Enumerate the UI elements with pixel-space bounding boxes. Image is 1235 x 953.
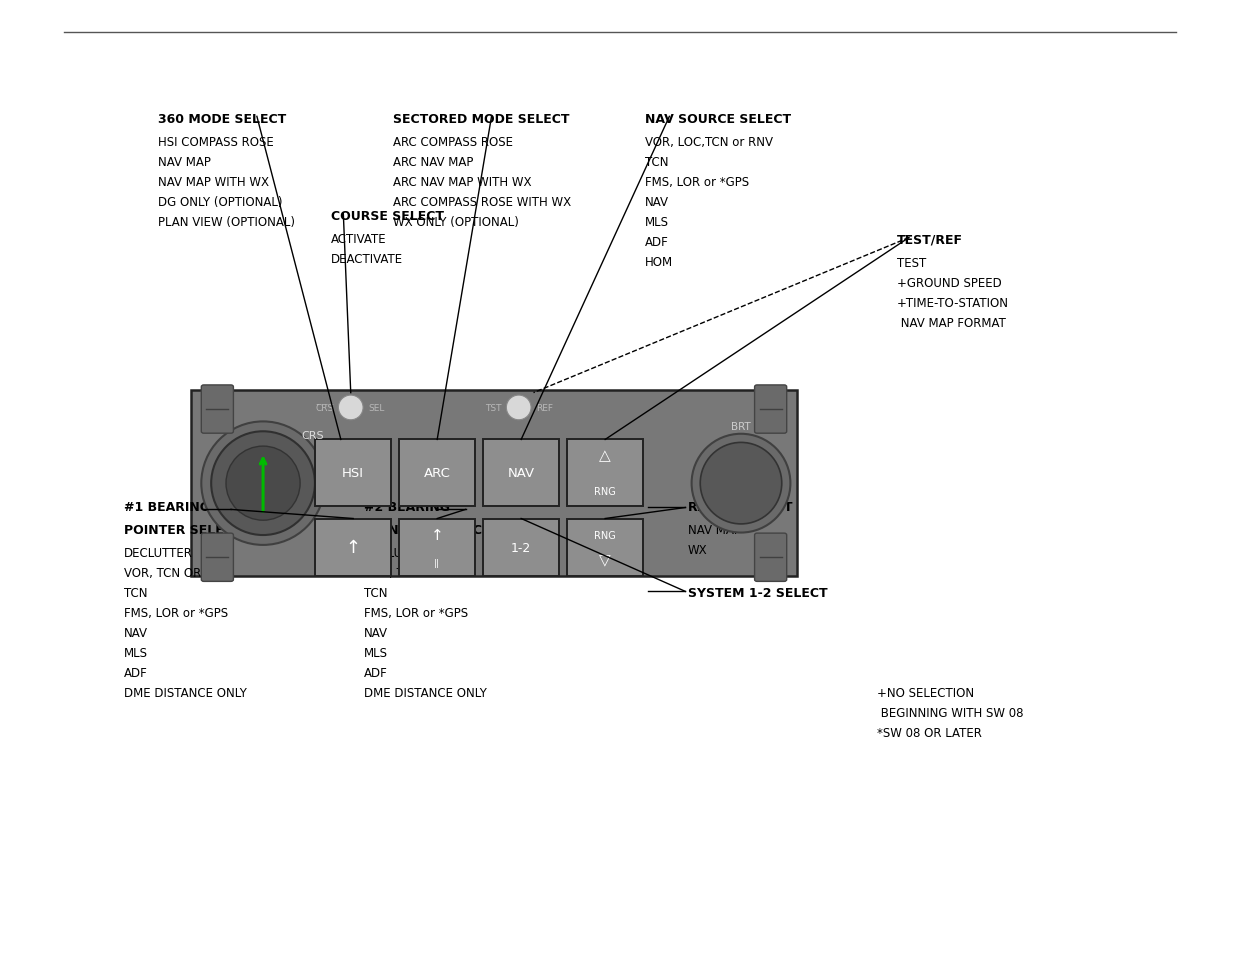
Text: VOR, TCN OR RNV: VOR, TCN OR RNV	[364, 566, 471, 579]
Text: ADF: ADF	[124, 666, 147, 679]
Text: DECLUTTER: DECLUTTER	[364, 546, 433, 559]
Ellipse shape	[201, 422, 325, 545]
Text: NAV SOURCE SELECT: NAV SOURCE SELECT	[645, 112, 790, 126]
Text: NAV: NAV	[508, 467, 535, 480]
Text: FMS, LOR or *GPS: FMS, LOR or *GPS	[364, 606, 468, 619]
FancyBboxPatch shape	[191, 391, 797, 577]
Text: RNG: RNG	[594, 531, 616, 540]
FancyBboxPatch shape	[201, 534, 233, 581]
Text: ADF: ADF	[645, 235, 668, 249]
Text: TST: TST	[485, 403, 501, 413]
FancyBboxPatch shape	[483, 519, 559, 577]
Text: TEST: TEST	[897, 256, 926, 270]
Text: COURSE SELECT: COURSE SELECT	[331, 210, 443, 223]
Ellipse shape	[211, 432, 315, 536]
Text: CRS: CRS	[301, 431, 324, 440]
Text: NAV MAP: NAV MAP	[158, 155, 211, 169]
Text: NAV MAP WITH WX: NAV MAP WITH WX	[158, 175, 269, 189]
Text: +TIME-TO-STATION: +TIME-TO-STATION	[897, 296, 1009, 310]
Text: ||: ||	[435, 558, 440, 567]
Text: DME DISTANCE ONLY: DME DISTANCE ONLY	[124, 686, 246, 700]
Ellipse shape	[338, 395, 363, 420]
Text: MLS: MLS	[124, 646, 147, 659]
Text: ▽: ▽	[599, 553, 611, 568]
Ellipse shape	[226, 447, 300, 520]
FancyBboxPatch shape	[755, 386, 787, 434]
Text: BEGINNING WITH SW 08: BEGINNING WITH SW 08	[877, 706, 1024, 720]
Text: +GROUND SPEED: +GROUND SPEED	[897, 276, 1002, 290]
Text: #2 BEARING: #2 BEARING	[364, 500, 451, 514]
Ellipse shape	[692, 435, 790, 533]
Text: TCN: TCN	[645, 155, 668, 169]
Text: TCN: TCN	[364, 586, 388, 599]
Text: *SW 08 OR LATER: *SW 08 OR LATER	[877, 726, 982, 740]
FancyBboxPatch shape	[399, 440, 475, 507]
Text: FMS, LOR or *GPS: FMS, LOR or *GPS	[645, 175, 748, 189]
Ellipse shape	[506, 395, 531, 420]
Text: #1 BEARING: #1 BEARING	[124, 500, 210, 514]
Text: ↑: ↑	[346, 538, 361, 557]
Text: △: △	[599, 447, 611, 462]
Text: BRT: BRT	[731, 422, 751, 432]
Text: TCN: TCN	[124, 586, 147, 599]
Text: NAV MAP FORMAT: NAV MAP FORMAT	[897, 316, 1005, 330]
Text: HSI COMPASS ROSE: HSI COMPASS ROSE	[158, 135, 274, 149]
FancyBboxPatch shape	[483, 440, 559, 507]
Text: HOM: HOM	[645, 255, 673, 269]
Text: +NO SELECTION: +NO SELECTION	[877, 686, 974, 700]
Text: WX ONLY (OPTIONAL): WX ONLY (OPTIONAL)	[393, 215, 519, 229]
FancyBboxPatch shape	[201, 386, 233, 434]
Text: FMS, LOR or *GPS: FMS, LOR or *GPS	[124, 606, 227, 619]
FancyBboxPatch shape	[315, 440, 391, 507]
Text: ARC: ARC	[424, 467, 451, 480]
Text: VOR, LOC,TCN or RNV: VOR, LOC,TCN or RNV	[645, 135, 773, 149]
Text: C̅R̅S̅: C̅R̅S̅	[315, 403, 333, 413]
Text: DECLUTTER: DECLUTTER	[124, 546, 193, 559]
Text: POINTER SELECC: POINTER SELECC	[124, 523, 242, 537]
Text: WX: WX	[688, 543, 708, 557]
Text: RANGE SELECT: RANGE SELECT	[688, 500, 793, 514]
Text: ↑: ↑	[431, 528, 443, 543]
Text: NAV MAP: NAV MAP	[688, 523, 741, 537]
Text: DG ONLY (OPTIONAL): DG ONLY (OPTIONAL)	[158, 195, 283, 209]
Text: REF: REF	[536, 403, 553, 413]
Text: TEST/REF: TEST/REF	[897, 233, 962, 247]
Text: PLAN VIEW (OPTIONAL): PLAN VIEW (OPTIONAL)	[158, 215, 295, 229]
Text: NAV: NAV	[124, 626, 147, 639]
Text: RNG: RNG	[594, 487, 616, 497]
Text: NAV: NAV	[645, 195, 668, 209]
Text: ARC NAV MAP: ARC NAV MAP	[393, 155, 473, 169]
Text: HSI: HSI	[342, 467, 364, 480]
Text: VOR, TCN OR RNV: VOR, TCN OR RNV	[124, 566, 230, 579]
Text: SECTORED MODE SELECT: SECTORED MODE SELECT	[393, 112, 569, 126]
Text: DME DISTANCE ONLY: DME DISTANCE ONLY	[364, 686, 487, 700]
Text: POINTER SELECC: POINTER SELECC	[364, 523, 483, 537]
Text: 360 MODE SELECT: 360 MODE SELECT	[158, 112, 287, 126]
Text: ARC COMPASS ROSE: ARC COMPASS ROSE	[393, 135, 513, 149]
Text: 1-2: 1-2	[511, 541, 531, 555]
Text: ARC NAV MAP WITH WX: ARC NAV MAP WITH WX	[393, 175, 531, 189]
FancyBboxPatch shape	[567, 440, 643, 507]
Text: ARC COMPASS ROSE WITH WX: ARC COMPASS ROSE WITH WX	[393, 195, 571, 209]
FancyBboxPatch shape	[755, 534, 787, 581]
Text: SYSTEM 1-2 SELECT: SYSTEM 1-2 SELECT	[688, 586, 827, 599]
Text: NAV: NAV	[364, 626, 388, 639]
FancyBboxPatch shape	[399, 519, 475, 577]
Text: SEL: SEL	[368, 403, 384, 413]
Text: DEACTIVATE: DEACTIVATE	[331, 253, 403, 266]
Text: MLS: MLS	[364, 646, 388, 659]
Text: ACTIVATE: ACTIVATE	[331, 233, 387, 246]
Text: MLS: MLS	[645, 215, 668, 229]
FancyBboxPatch shape	[567, 519, 643, 577]
FancyBboxPatch shape	[315, 519, 391, 577]
Text: ADF: ADF	[364, 666, 388, 679]
Ellipse shape	[700, 443, 782, 524]
